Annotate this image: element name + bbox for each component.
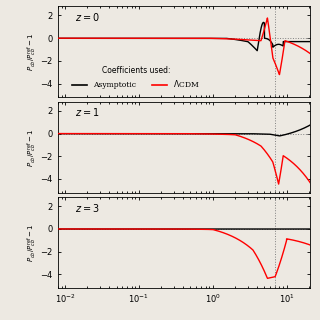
Text: $z = 1$: $z = 1$ <box>75 106 100 118</box>
Y-axis label: $P_{cb}/P^{\mathrm{ref}}_{cb} - 1$: $P_{cb}/P^{\mathrm{ref}}_{cb} - 1$ <box>26 128 39 166</box>
Text: $z = 3$: $z = 3$ <box>75 202 100 214</box>
Text: $z = 0$: $z = 0$ <box>75 11 100 23</box>
Legend: Asymptotic, $\Lambda$CDM: Asymptotic, $\Lambda$CDM <box>69 63 203 92</box>
Y-axis label: $P_{cb}/P^{\mathrm{ref}}_{cb} - 1$: $P_{cb}/P^{\mathrm{ref}}_{cb} - 1$ <box>26 223 39 262</box>
Y-axis label: $P_{cb}/P^{\mathrm{ref}}_{cb} - 1$: $P_{cb}/P^{\mathrm{ref}}_{cb} - 1$ <box>26 33 39 71</box>
